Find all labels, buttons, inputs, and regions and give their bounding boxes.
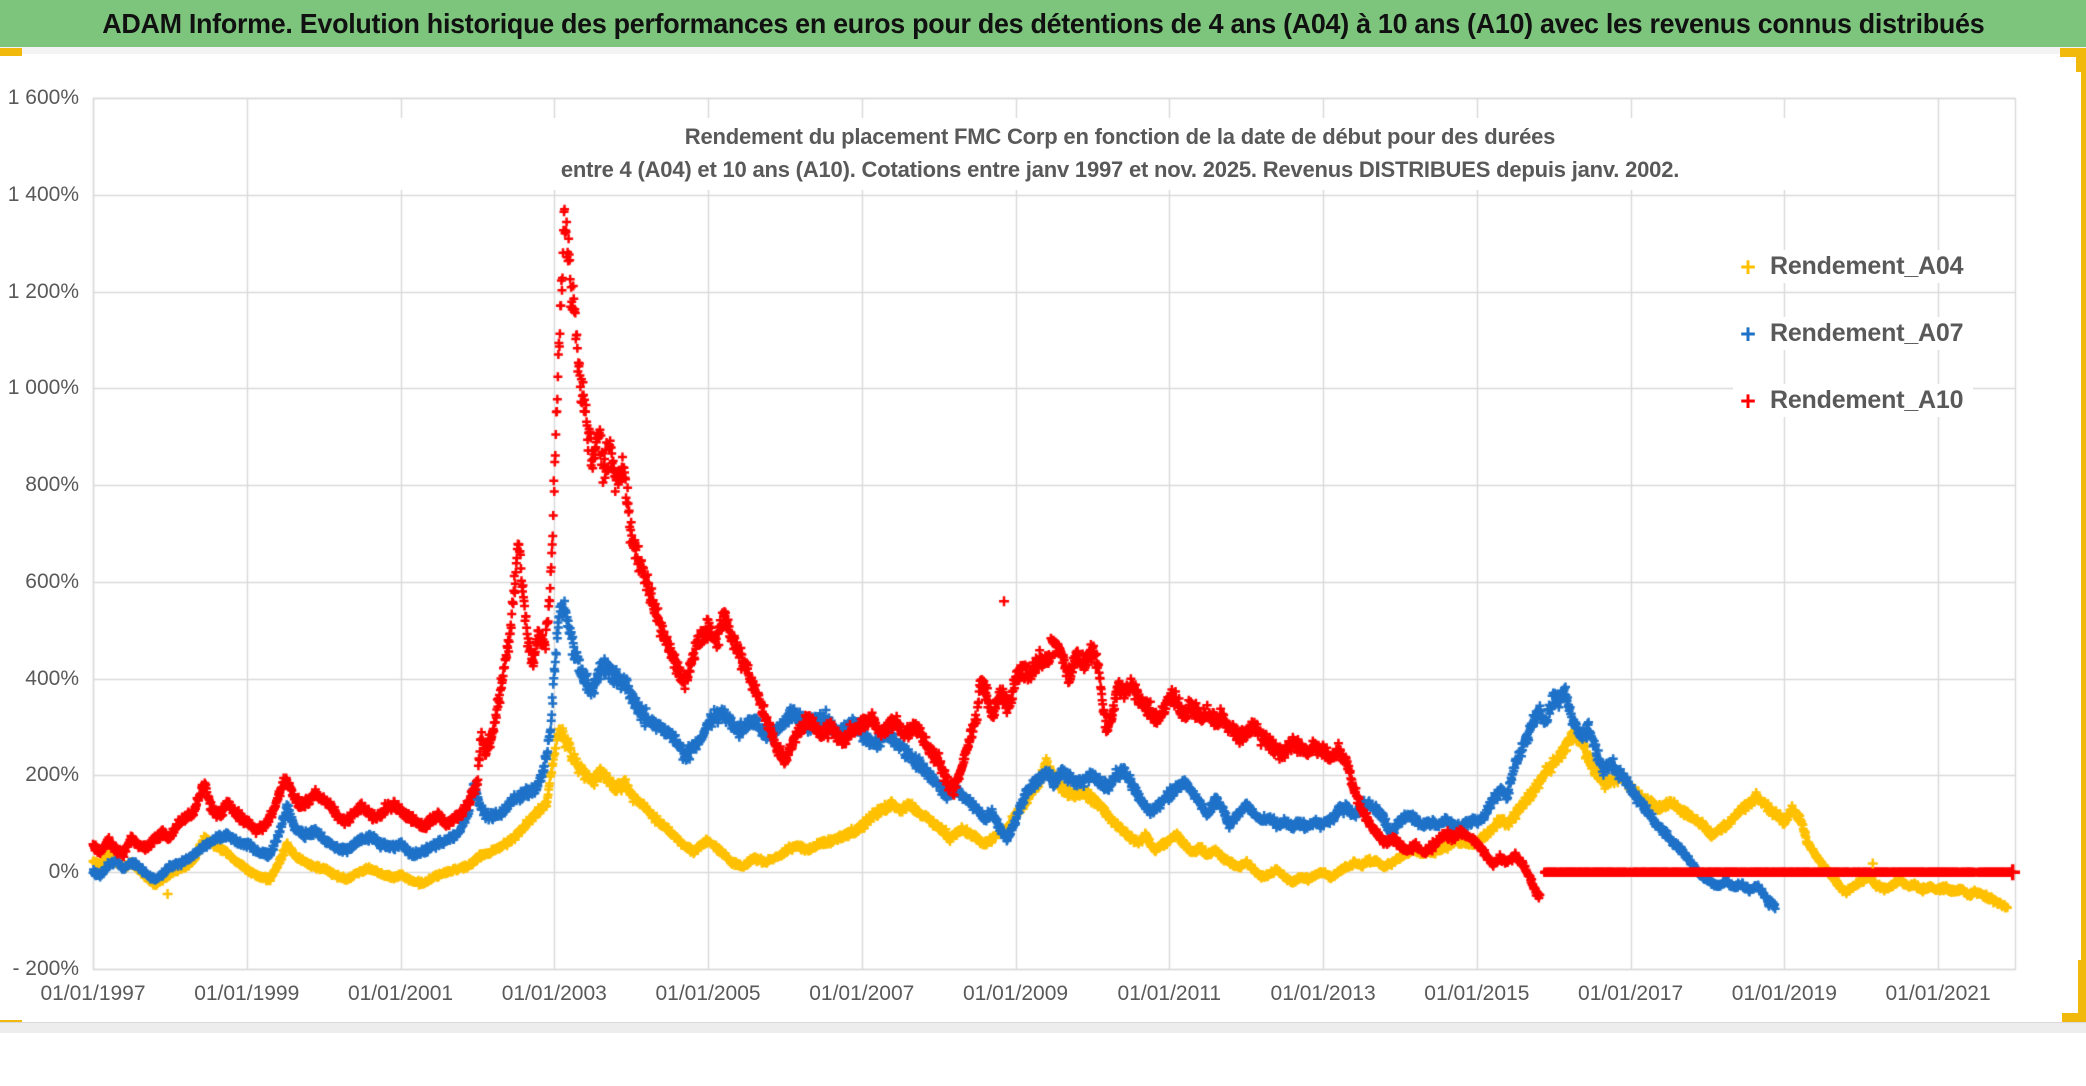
legend-item-a07[interactable]: + Rendement_A07	[1733, 317, 1974, 350]
app-header: ADAM Informe. Evolution historique des p…	[0, 0, 2086, 48]
bottom-strip	[0, 1022, 2086, 1033]
y-tick-label: 200%	[25, 763, 79, 787]
chart-title-line1: Rendement du placement FMC Corp en fonct…	[684, 124, 1556, 149]
legend-item-a10[interactable]: + Rendement_A10	[1733, 384, 1974, 417]
legend-label-a10: Rendement_A10	[1770, 386, 1964, 414]
legend-label-a04: Rendement_A04	[1770, 252, 1964, 280]
y-tick-label: 1 600%	[7, 86, 79, 109]
chart-plot-canvas[interactable]	[0, 54, 2086, 1086]
chart-title: Rendement du placement FMC Corp en fonct…	[320, 118, 1920, 190]
x-tick-label: 01/01/2005	[655, 982, 761, 1005]
y-tick-label: 400%	[25, 666, 79, 690]
x-tick-label: 01/01/2021	[1885, 982, 1991, 1005]
y-tick-label: 1 200%	[7, 279, 79, 303]
x-tick-label: 01/01/2009	[962, 982, 1069, 1005]
x-tick-label: 01/01/2017	[1578, 982, 1684, 1005]
accent-bottom-right-v	[2078, 960, 2086, 1022]
plus-marker-icon: +	[1740, 251, 1756, 282]
plus-marker-icon: +	[1740, 385, 1756, 416]
x-tick-label: 01/01/2019	[1731, 982, 1837, 1005]
legend-item-a04[interactable]: + Rendement_A04	[1733, 250, 1974, 283]
x-tick-label: 01/01/2011	[1117, 982, 1222, 1005]
chart-legend: + Rendement_A04 + Rendement_A07 + Rendem…	[1733, 250, 1974, 417]
x-tick-label: 01/01/2003	[501, 982, 607, 1005]
y-tick-label: 1 400%	[7, 182, 79, 206]
plus-marker-icon: +	[1740, 318, 1756, 349]
x-tick-label: 01/01/2001	[347, 982, 454, 1005]
y-tick-label: 1 000%	[7, 376, 79, 400]
y-tick-label: 800%	[25, 473, 79, 497]
accent-top-left	[0, 48, 22, 56]
x-tick-label: 01/01/2013	[1270, 982, 1376, 1005]
y-tick-label: 600%	[25, 569, 79, 593]
chart-area[interactable]: Rendement du placement FMC Corp en fonct…	[0, 54, 2086, 1086]
x-tick-label: 01/01/2015	[1424, 982, 1530, 1005]
x-tick-label: 01/01/1997	[40, 982, 146, 1005]
app-header-title: ADAM Informe. Evolution historique des p…	[101, 7, 1985, 39]
y-tick-label: - 200%	[12, 957, 79, 980]
y-tick-label: 0%	[48, 860, 79, 884]
x-tick-label: 01/01/1999	[194, 982, 300, 1005]
accent-bottom-right-h	[2062, 1013, 2086, 1022]
legend-label-a07: Rendement_A07	[1770, 319, 1964, 347]
chart-title-line2: entre 4 (A04) et 10 ans (A10). Cotations…	[560, 157, 1680, 182]
accent-right-strip	[2081, 48, 2086, 1032]
accent-top-right-h	[2060, 48, 2086, 57]
x-tick-label: 01/01/2007	[809, 982, 915, 1005]
